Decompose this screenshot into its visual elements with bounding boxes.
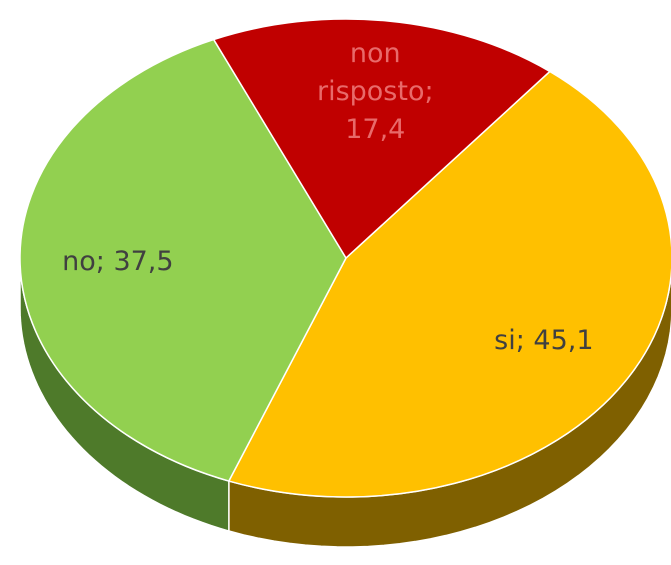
- data-label-box: si; 45,1: [474, 281, 614, 401]
- data-label-box: no; 37,5: [48, 202, 188, 322]
- data-label: si; 45,1: [494, 325, 594, 357]
- slice: [212, 18, 552, 260]
- data-label-box: non risposto; 17,4: [305, 32, 445, 152]
- slice: [19, 38, 347, 482]
- data-label: no; 37,5: [62, 246, 174, 278]
- data-label: non risposto; 17,4: [316, 38, 434, 146]
- data-label-wrap: non risposto; 17,4: [305, 32, 445, 152]
- slice: [227, 70, 671, 498]
- data-label-wrap: si; 45,1: [474, 281, 614, 401]
- data-label-wrap: no; 37,5: [48, 202, 188, 322]
